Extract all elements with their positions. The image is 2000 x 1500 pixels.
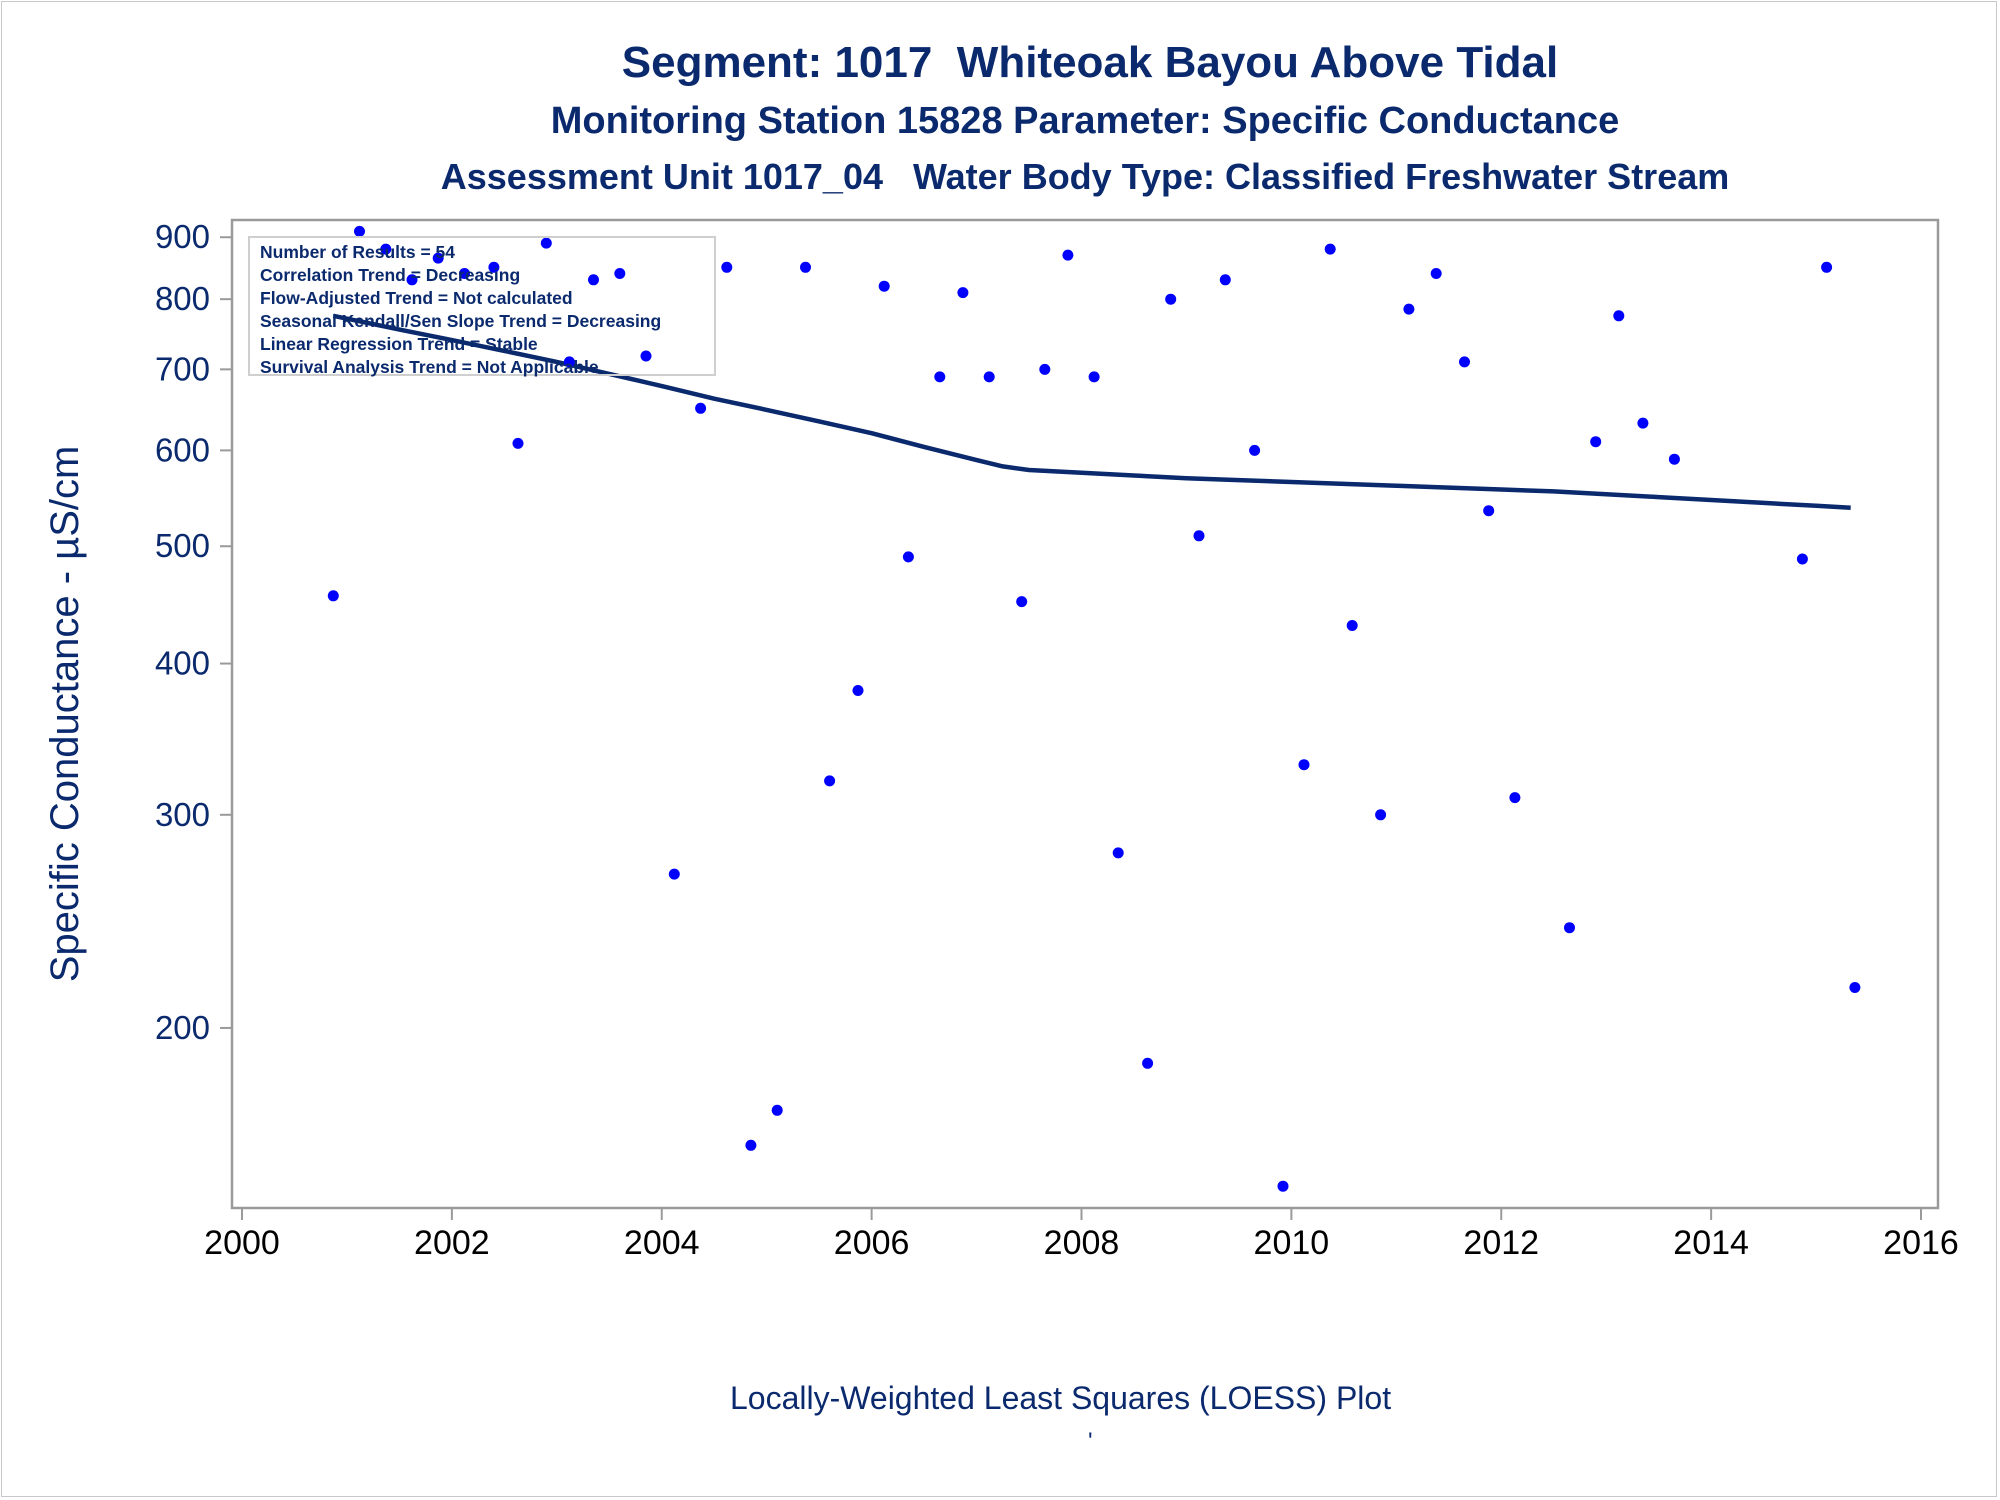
data-point (852, 685, 864, 696)
x-tick-label: 2008 (1044, 1224, 1120, 1262)
data-point (459, 268, 470, 279)
data-point (957, 287, 969, 299)
data-point (640, 350, 652, 362)
y-tick-label: 200 (155, 1009, 210, 1046)
x-tick-label: 2012 (1463, 1224, 1539, 1262)
data-point (878, 280, 890, 292)
data-point (695, 402, 707, 414)
data-point (1324, 243, 1336, 255)
y-tick-label: 400 (155, 645, 210, 682)
data-point (1346, 620, 1358, 631)
data-point (614, 268, 626, 279)
legend-line: Flow-Adjusted Trend = Not calculated (260, 288, 573, 308)
legend-line: Seasonal Kendall/Sen Slope Trend = Decre… (260, 311, 662, 331)
data-point (380, 243, 392, 255)
y-tick-label: 300 (155, 796, 210, 833)
legend-line: Survival Analysis Trend = Not Applicable (260, 357, 599, 377)
x-tick-label: 2010 (1254, 1224, 1330, 1262)
data-point (432, 252, 444, 264)
data-point (1016, 596, 1028, 608)
data-point (1509, 792, 1521, 804)
data-point (983, 371, 995, 383)
data-point (902, 551, 914, 563)
data-point (824, 775, 836, 787)
x-tick-label: 2014 (1673, 1224, 1749, 1262)
data-point (563, 356, 575, 368)
chart-subtitle-assessment: Assessment Unit 1017_04 Water Body Type:… (440, 156, 1730, 197)
data-point (800, 261, 811, 273)
x-tick-label: 2006 (834, 1224, 910, 1262)
data-point (327, 590, 339, 602)
data-point (668, 868, 680, 880)
legend-line: Linear Regression Trend = Stable (260, 334, 538, 354)
data-point (771, 1104, 783, 1116)
data-point (1821, 261, 1833, 273)
y-tick-label: 500 (155, 527, 210, 564)
data-point (1668, 453, 1680, 465)
data-point (1165, 293, 1177, 305)
data-point (1277, 1180, 1289, 1192)
x-tick-label: 2000 (204, 1224, 280, 1262)
chart-title: Segment: 1017 Whiteoak Bayou Above Tidal (621, 38, 1559, 87)
plot-caption: Locally-Weighted Least Squares (LOESS) P… (730, 1380, 1392, 1416)
loess-line (332, 313, 1851, 510)
data-point (1796, 553, 1808, 565)
data-point (1613, 310, 1625, 322)
plot-area (230, 218, 1940, 1210)
x-tick-label: 2002 (414, 1224, 490, 1262)
data-point (1088, 371, 1100, 383)
data-point (406, 274, 418, 286)
data-point (1249, 444, 1261, 456)
data-point (488, 261, 500, 273)
data-point (1483, 505, 1495, 517)
trend-summary-box: Number of Results = 54 Correlation Trend… (248, 236, 716, 377)
footer-mark: ' (1088, 1428, 1093, 1455)
data-point (934, 371, 946, 383)
chart-subtitle-station: Monitoring Station 15828 Parameter: Spec… (550, 100, 1620, 142)
x-tick-label: 2004 (624, 1224, 700, 1262)
data-point (1849, 982, 1861, 993)
x-tick-label: 2016 (1883, 1224, 1959, 1262)
data-point (1062, 249, 1074, 261)
data-point (540, 237, 552, 249)
data-point (721, 261, 733, 273)
data-point (512, 437, 524, 449)
data-point (1430, 268, 1442, 279)
data-point (1142, 1057, 1154, 1069)
data-point (354, 225, 365, 237)
data-point (1590, 436, 1602, 448)
data-point (1403, 303, 1415, 315)
legend-line: Correlation Trend = Decreasing (260, 265, 521, 285)
data-point (1193, 530, 1205, 542)
y-tick-label: 800 (155, 280, 210, 317)
data-point (1112, 847, 1124, 859)
data-point (1375, 809, 1387, 821)
data-point (588, 274, 599, 286)
data-point (1298, 759, 1310, 771)
data-point (745, 1139, 757, 1151)
data-point (1637, 417, 1649, 429)
data-point (1564, 922, 1575, 934)
y-tick-label: 900 (155, 218, 210, 255)
data-point (1219, 274, 1231, 286)
y-axis-label: Specific Conductance - µS/cm (43, 446, 87, 983)
data-point (1039, 363, 1051, 375)
data-point (1459, 356, 1470, 368)
y-tick-label: 700 (155, 350, 210, 387)
legend-line: Number of Results = 54 (260, 242, 455, 262)
y-tick-label: 600 (155, 431, 210, 468)
